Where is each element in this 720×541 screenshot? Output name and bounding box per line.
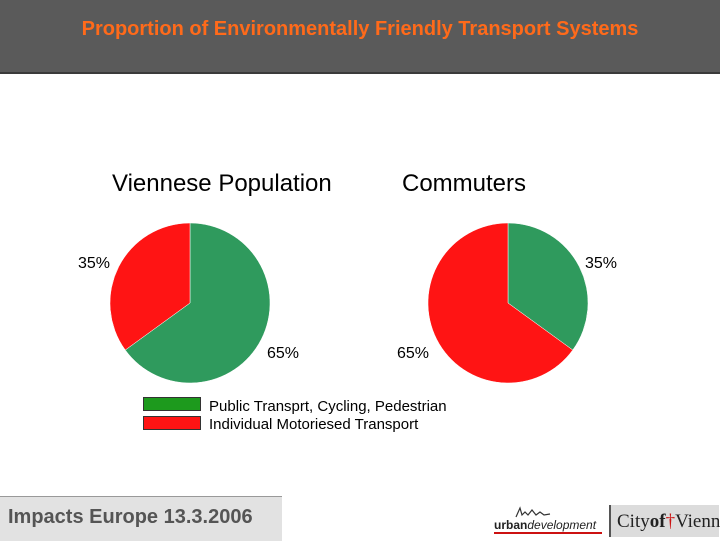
- legend-swatch-motorised-transport: [143, 416, 201, 430]
- slide-title: Proportion of Environmentally Friendly T…: [81, 18, 639, 40]
- pie-left-slice-0: [124, 222, 271, 384]
- legend-label-motorised-transport: Individual Motoriesed Transport: [209, 416, 419, 433]
- pie-right-label-small: 35%: [585, 255, 617, 272]
- pie-viennese-population: [109, 222, 271, 384]
- pie-commuters: [427, 222, 589, 384]
- urban-logo-text: urbandevelopment: [494, 518, 597, 532]
- header-bar: Proportion of Environmentally Friendly T…: [0, 0, 720, 74]
- footer-text: Impacts Europe 13.3.2006: [8, 506, 253, 528]
- chart-title-viennese-population: Viennese Population: [112, 170, 332, 197]
- pie-right-slice-0: [507, 222, 589, 351]
- footer-bar: Impacts Europe 13.3.2006: [0, 496, 282, 541]
- urban-logo-bar: [494, 532, 602, 534]
- city-of-vienna-logo-text: Cityof†Vienna: [617, 511, 720, 532]
- urban-development-logo: urbandevelopment: [494, 506, 602, 536]
- pie-left-slice-1: [109, 222, 191, 351]
- pie-left-label-large: 65%: [267, 345, 299, 362]
- legend-swatch-public-transport: [143, 397, 201, 411]
- urban-skyline-icon: [515, 506, 551, 518]
- legend-label-public-transport: Public Transprt, Cycling, Pedestrian: [209, 398, 447, 415]
- pie-right-label-large: 65%: [397, 345, 429, 362]
- city-of-vienna-logo: Cityof†Vienna: [609, 505, 720, 537]
- pie-left-label-small: 35%: [78, 255, 110, 272]
- chart-title-commuters: Commuters: [402, 170, 527, 197]
- pie-right-slice-1: [427, 222, 574, 384]
